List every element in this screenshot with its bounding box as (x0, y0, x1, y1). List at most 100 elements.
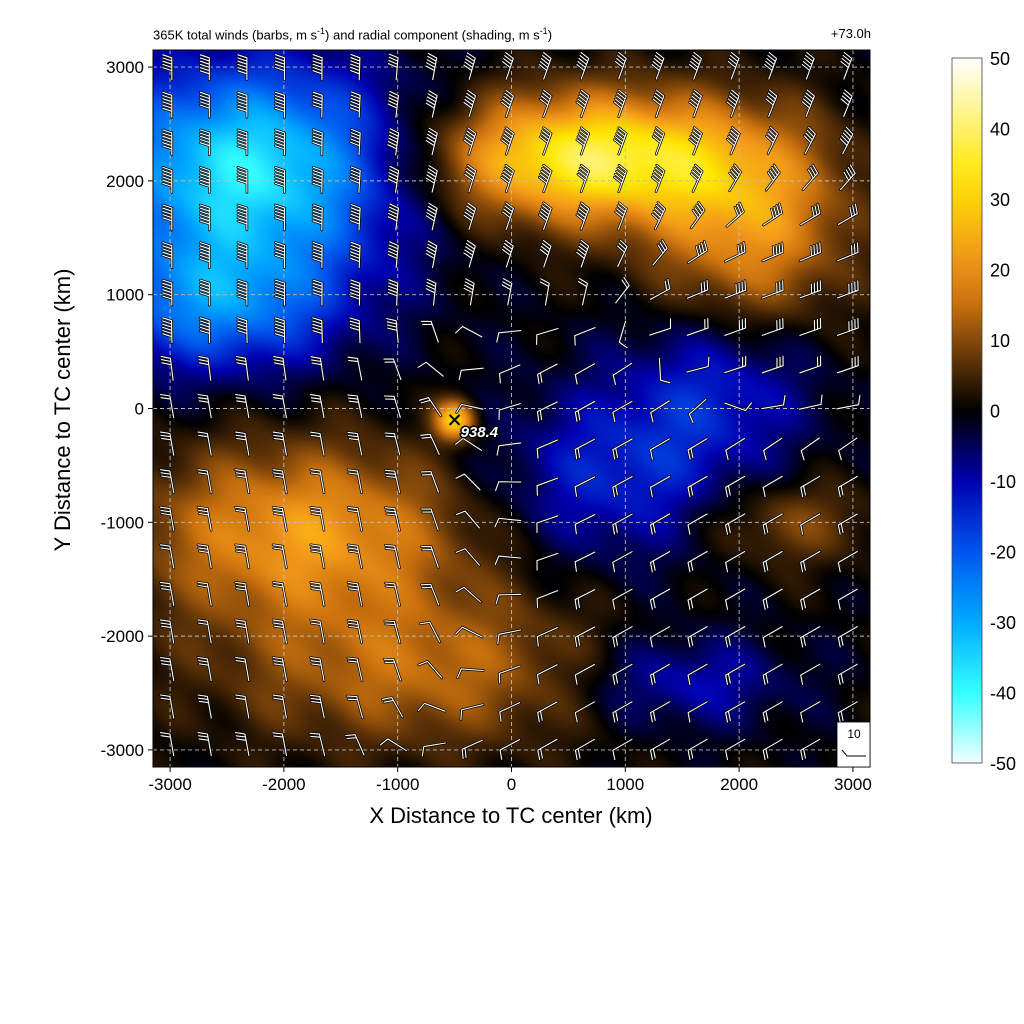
wind-barb (385, 317, 400, 344)
colorbar-tick-label: 50 (990, 49, 1010, 69)
wind-barb (649, 738, 671, 761)
wind-barb (459, 703, 485, 721)
wind-barb (349, 203, 362, 232)
wind-barb (686, 738, 709, 761)
wind-barb (454, 437, 483, 452)
wind-barb (349, 278, 362, 307)
wind-barb (837, 475, 859, 498)
wind-barb (420, 507, 440, 532)
wind-barb (535, 438, 559, 460)
wind-barb (649, 437, 671, 461)
wind-barb (274, 203, 286, 232)
wind-barb (455, 509, 481, 530)
wind-barb (462, 239, 477, 269)
wind-barb (274, 241, 286, 269)
wind-barb (236, 241, 249, 269)
wind-barb (311, 128, 324, 157)
wind-barb (346, 506, 363, 532)
wind-barb (535, 552, 559, 572)
wind-barb (346, 468, 363, 494)
wind-barb (837, 700, 859, 724)
wind-barb (271, 430, 288, 457)
wind-barb (495, 441, 522, 457)
title-main: 365K total winds (barbs, m s (153, 27, 318, 43)
wind-barb (649, 475, 671, 498)
colorbar-tick-label: -30 (990, 613, 1016, 633)
wind-barb (419, 621, 441, 644)
wind-barb (501, 239, 515, 269)
wind-barb (685, 355, 711, 374)
wind-barb (575, 126, 590, 156)
wind-barb (837, 512, 859, 536)
title-mid: ) and radial component (shading, m s (325, 27, 540, 43)
wind-barb (611, 738, 634, 761)
wind-barb (573, 475, 596, 498)
wind-barb (839, 163, 857, 191)
wind-barb (196, 581, 213, 607)
wind-barb (685, 317, 710, 337)
wind-barb (196, 656, 213, 682)
wind-barb (349, 241, 362, 269)
colorbar-tick-label: 40 (990, 120, 1010, 140)
wind-barb (798, 354, 822, 375)
x-axis-ticks: -3000 -2000 -1000 0 1000 2000 3000 (148, 767, 872, 794)
wind-barb (420, 545, 440, 569)
wind-barb (761, 550, 784, 574)
wind-barb (688, 88, 703, 118)
wind-barb (420, 320, 440, 344)
wind-barb (799, 202, 821, 226)
wind-barb (234, 468, 251, 494)
wind-barb (836, 317, 860, 337)
wind-barb (199, 203, 211, 232)
wind-barb (462, 51, 477, 81)
barb-reference-bg (836, 721, 871, 768)
wind-barb (346, 543, 363, 570)
wind-barb (159, 430, 175, 457)
wind-barb (234, 543, 251, 570)
wind-barb (724, 475, 746, 498)
wind-barb (161, 91, 174, 119)
wind-barb (723, 401, 753, 412)
wind-barb (726, 126, 741, 156)
wind-barb (274, 128, 286, 157)
tc-center: 938.4 (448, 414, 500, 442)
wind-barb (500, 88, 515, 118)
colorbar-tick-label: -40 (990, 684, 1016, 704)
title-end: ) (547, 27, 553, 43)
wind-barb (382, 658, 402, 682)
wind-barb (723, 241, 747, 263)
wind-barb (159, 656, 175, 682)
wind-barb (762, 202, 784, 227)
wind-barb (498, 738, 521, 761)
wind-barb (724, 625, 746, 649)
y-axis-label: Y Distance to TC center (km) (50, 269, 75, 552)
y-tick-label: 3000 (106, 58, 144, 77)
wind-barb (309, 506, 326, 532)
wind-barb (650, 51, 666, 81)
wind-barb (575, 239, 590, 269)
wind-barb (379, 737, 408, 752)
wind-barb (460, 739, 484, 760)
wind-barb (535, 514, 560, 534)
wind-barb (274, 166, 286, 194)
wind-barb (159, 693, 175, 720)
wind-barb (463, 164, 477, 194)
wind-barb (196, 618, 213, 645)
wind-barb (454, 625, 484, 639)
wind-barb (686, 279, 709, 300)
wind-barb (576, 163, 590, 194)
wind-barb (311, 278, 324, 307)
wind-barb (159, 731, 175, 757)
wind-barb (536, 700, 559, 724)
wind-barb (686, 512, 709, 536)
wind-barb (765, 126, 779, 156)
wind-barb (424, 202, 439, 231)
wind-barb (686, 475, 709, 498)
wind-barb (761, 700, 784, 724)
wind-barb (271, 393, 288, 419)
wind-barb (761, 625, 784, 649)
wind-barb (501, 277, 514, 307)
wind-barb (349, 165, 362, 194)
wind-barb (798, 241, 822, 262)
